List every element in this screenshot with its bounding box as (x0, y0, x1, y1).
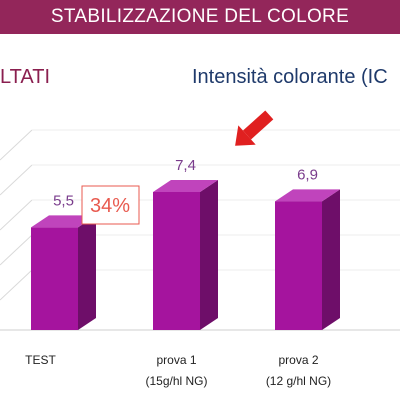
arrow-head (235, 125, 256, 146)
category-sublabel-1: (15g/hl NG) (145, 374, 207, 388)
category-label-1: prova 1 (156, 353, 196, 367)
grid-line-left-0 (0, 129, 33, 161)
value-label-0: 5,5 (53, 192, 74, 209)
bar-side-2 (322, 189, 340, 330)
header-banner: STABILIZZAZIONE DEL COLORE (0, 0, 400, 34)
annotation-box (81, 185, 140, 225)
bar-top-0 (31, 215, 96, 228)
bar-top-2 (275, 189, 340, 202)
bar-side-0 (78, 215, 96, 330)
bar-0 (31, 227, 78, 330)
chart-title: Intensità colorante (IC (192, 66, 388, 88)
arrow-shaft (242, 110, 274, 140)
bar-2 (275, 201, 322, 330)
bar-side-1 (200, 180, 218, 330)
grid-line-left-3 (0, 234, 33, 266)
grid-line-left-4 (0, 269, 33, 301)
grid-line-left-1 (0, 164, 33, 196)
bar-top-1 (153, 180, 218, 192)
category-label-0: TEST (25, 353, 56, 367)
annotation-text: 34% (90, 195, 130, 217)
red-arrow-icon (235, 110, 274, 146)
results-label: LTATI (0, 66, 50, 88)
category-label-2: prova 2 (278, 353, 318, 367)
category-sublabel-2: (12 g/hl NG) (266, 374, 331, 388)
value-label-1: 7,4 (175, 157, 196, 174)
bar-1 (153, 192, 200, 330)
grid-line-left-2 (0, 199, 33, 231)
header-title: STABILIZZAZIONE DEL COLORE (50, 6, 350, 27)
value-label-2: 6,9 (297, 166, 318, 183)
